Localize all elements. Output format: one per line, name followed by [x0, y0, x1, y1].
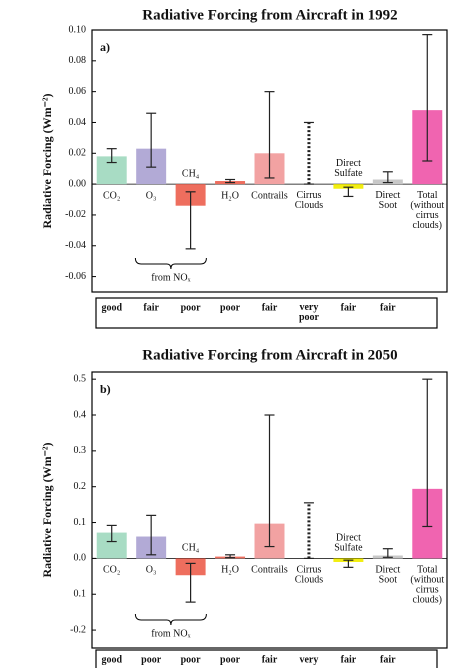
category-label: Cirrus Clouds — [295, 565, 323, 586]
category-label: Direct Soot — [375, 190, 400, 211]
category-label: CO₂ — [103, 565, 120, 576]
confidence-label: poor — [181, 302, 202, 313]
y-tick-label: 0.10 — [69, 24, 87, 35]
annotation: from NOₓ — [151, 628, 190, 639]
category-label: H₂O — [221, 565, 239, 576]
y-tick-label: 0.1 — [74, 589, 87, 600]
y-tick-label: -0.02 — [65, 209, 86, 220]
category-label: O₃ — [146, 565, 157, 576]
y-tick-label: 0.0 — [74, 553, 87, 564]
confidence-label: fair — [262, 302, 278, 313]
confidence-label: very poor — [299, 302, 320, 323]
confidence-label: fair — [380, 302, 396, 313]
category-label: Cirrus Clouds — [295, 190, 323, 211]
y-tick-label: -0.06 — [65, 271, 86, 282]
y-tick-label: 0.04 — [69, 117, 87, 128]
y-axis-label: Radiative Forcing (Wm⁻²) — [40, 442, 54, 577]
chart-title: Radiative Forcing from Aircraft in 2050 — [142, 347, 397, 363]
category-label: Direct Sulfate — [334, 158, 363, 179]
plot-frame — [91, 371, 448, 649]
y-tick-label: 0.02 — [69, 148, 87, 159]
category-label: Total (without cirrus clouds) — [410, 190, 444, 231]
category-label: CO₂ — [103, 190, 120, 201]
y-axis-label: Radiative Forcing (Wm⁻²) — [40, 93, 54, 228]
confidence-table — [95, 649, 438, 668]
category-label: O₃ — [146, 190, 157, 201]
confidence-label: poor — [181, 654, 202, 665]
category-label: Contrails — [251, 565, 288, 576]
y-tick-label: 0.06 — [69, 86, 87, 97]
y-tick-label: 0.5 — [74, 373, 87, 384]
category-label: Direct Soot — [375, 565, 400, 586]
confidence-table — [95, 297, 438, 329]
confidence-label: fair — [341, 654, 357, 665]
y-tick-label: 0.2 — [74, 481, 87, 492]
plot-frame — [91, 29, 448, 293]
y-tick-label: 0.4 — [74, 409, 87, 420]
y-tick-label: 0.3 — [74, 445, 87, 456]
confidence-label: good — [101, 654, 122, 665]
confidence-label: good — [101, 302, 122, 313]
confidence-label: poor — [220, 302, 241, 313]
confidence-label: fair — [341, 302, 357, 313]
category-label: H₂O — [221, 190, 239, 201]
y-tick-label: 0.00 — [69, 178, 87, 189]
annotation: from NOₓ — [151, 272, 190, 283]
confidence-label: poor — [141, 654, 162, 665]
brace — [134, 613, 207, 626]
confidence-label: poor — [220, 654, 241, 665]
y-tick-label: 0.1 — [74, 517, 87, 528]
panel-label: b) — [100, 382, 111, 396]
confidence-label: fair — [262, 654, 278, 665]
category-label: CH₄ — [182, 168, 200, 179]
bar — [333, 184, 364, 189]
y-tick-label: -0.2 — [70, 624, 86, 635]
confidence-label: fair — [143, 302, 159, 313]
y-tick-label: -0.04 — [65, 240, 86, 251]
chart-title: Radiative Forcing from Aircraft in 1992 — [142, 7, 397, 23]
confidence-label: very — [299, 654, 318, 665]
category-label: CH₄ — [182, 543, 200, 554]
confidence-label: fair — [380, 654, 396, 665]
y-tick-label: 0.08 — [69, 55, 87, 66]
category-label: Total (without cirrus clouds) — [410, 565, 444, 606]
category-label: Contrails — [251, 190, 288, 201]
brace — [134, 257, 207, 270]
panel-label: a) — [100, 40, 110, 54]
category-label: Direct Sulfate — [334, 533, 363, 554]
